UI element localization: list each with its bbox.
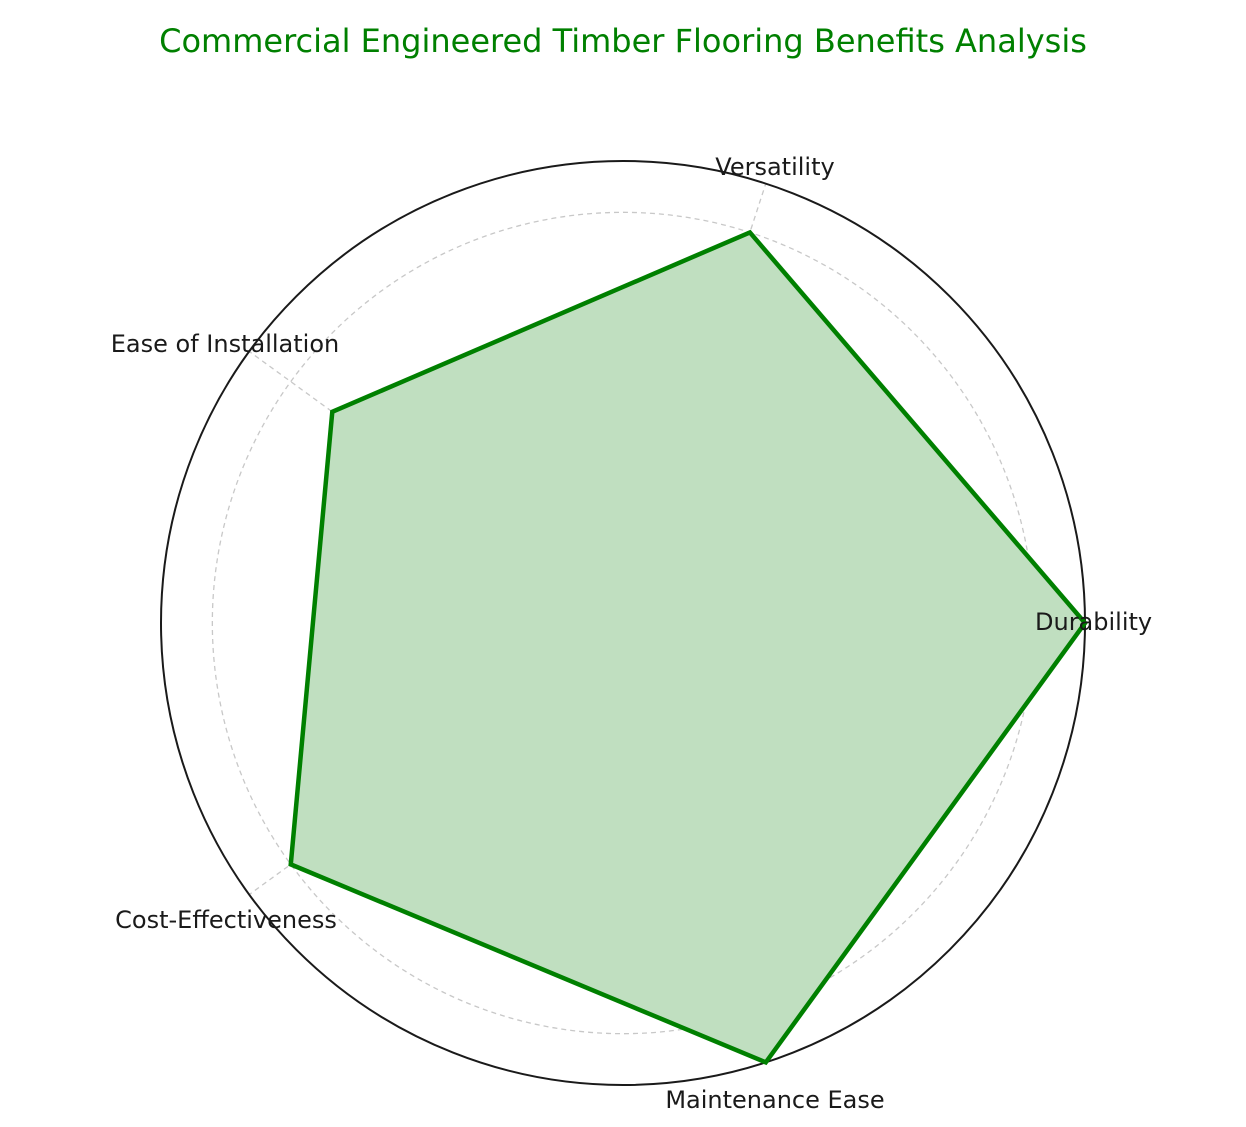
- series-fill: [290, 232, 1086, 1063]
- chart-title: Commercial Engineered Timber Flooring Be…: [159, 22, 1087, 60]
- axis-label-2: Ease of Installation: [111, 330, 339, 358]
- axis-label-3: Cost-Effectiveness: [115, 906, 337, 934]
- axis-labels: Durability Versatility Ease of Installatio…: [111, 153, 1152, 1114]
- series-line: [288, 229, 1088, 1066]
- axis-label-4: Maintenance Ease: [665, 1086, 884, 1114]
- axis-label-1: Versatility: [715, 153, 834, 181]
- radar-series: [288, 229, 1088, 1066]
- axis-label-0: Durability: [1035, 608, 1152, 636]
